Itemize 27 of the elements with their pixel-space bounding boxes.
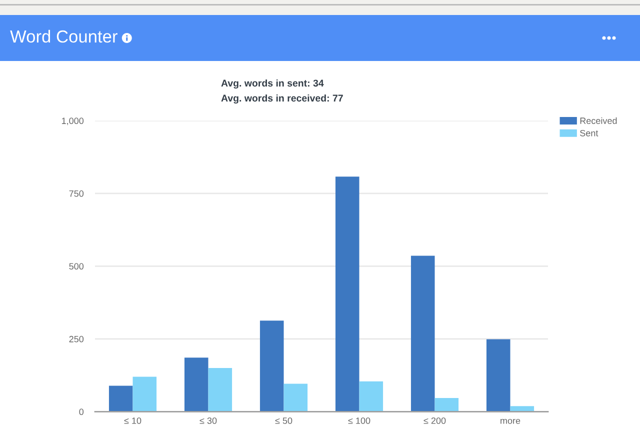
bar bbox=[208, 368, 232, 412]
bar bbox=[132, 376, 157, 412]
bar bbox=[359, 381, 384, 412]
bar bbox=[434, 398, 459, 412]
x-tick-label: more bbox=[500, 418, 520, 424]
x-tick-label: ≤ 10 bbox=[124, 417, 142, 424]
x-tick-label: ≤ 50 bbox=[275, 417, 292, 424]
bar bbox=[108, 386, 133, 412]
bar bbox=[184, 358, 208, 412]
bar bbox=[335, 176, 360, 412]
y-tick-label: 750 bbox=[69, 190, 84, 197]
y-tick-label: 250 bbox=[69, 336, 84, 342]
text: Avg. words in received: 77 bbox=[221, 94, 343, 104]
x-tick-label: ≤ 30 bbox=[200, 417, 217, 424]
y-tick-label: 1,000 bbox=[62, 118, 84, 126]
bar bbox=[260, 320, 284, 412]
chart-title: Word Counter bbox=[10, 30, 118, 43]
y-tick-label: 0 bbox=[79, 408, 84, 416]
bar bbox=[486, 339, 510, 412]
y-tick-label: 500 bbox=[69, 263, 84, 270]
text: Avg. words in sent: 34 bbox=[221, 79, 324, 89]
x-tick-label: ≤ 100 bbox=[348, 417, 370, 424]
x-tick-label: ≤ 200 bbox=[424, 417, 446, 424]
bar bbox=[410, 256, 435, 412]
legend-label: Received bbox=[580, 117, 617, 124]
legend-label: Sent bbox=[580, 130, 598, 136]
bar bbox=[284, 384, 308, 412]
